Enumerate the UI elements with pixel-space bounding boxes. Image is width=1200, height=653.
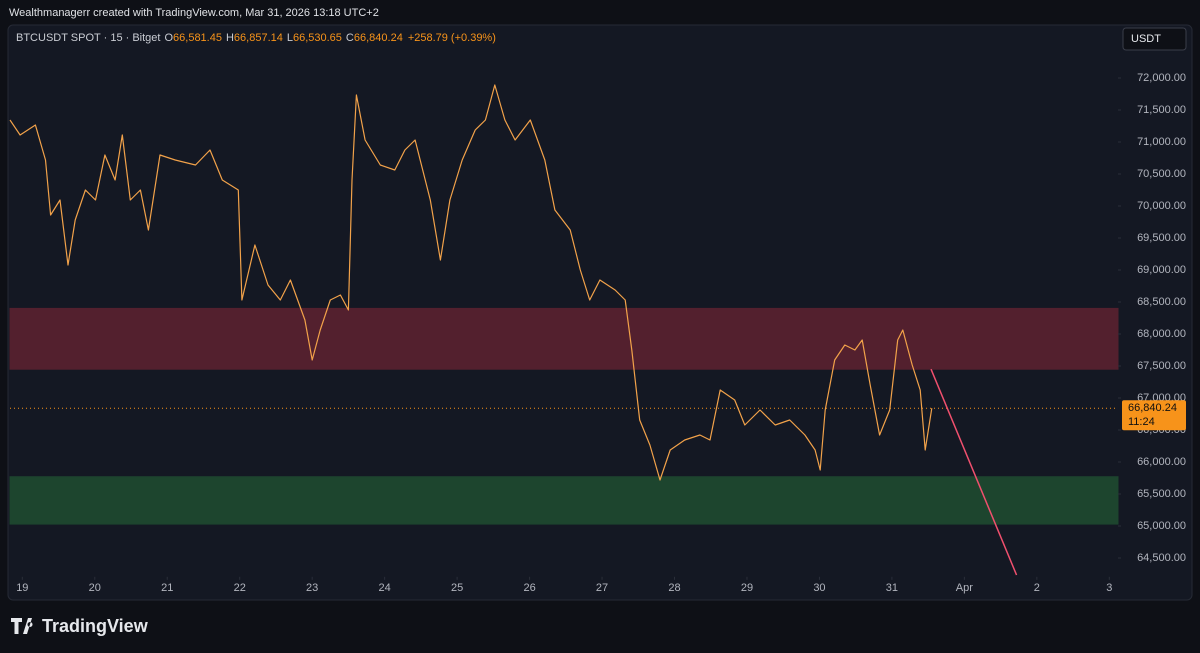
x-tick-label: 24 <box>379 582 391 594</box>
zone <box>9 476 1119 525</box>
x-tick-label: 20 <box>89 582 101 594</box>
ohlc-key: O <box>164 32 173 44</box>
brand: TradingView <box>42 616 149 636</box>
ohlc-value: 66,857.14 <box>234 32 283 44</box>
ohlc-key: H <box>226 32 234 44</box>
y-tick-label: 69,000.00 <box>1137 264 1186 276</box>
x-tick-label: 31 <box>886 582 898 594</box>
x-tick-label: 30 <box>813 582 825 594</box>
countdown: 11:24 <box>1128 416 1155 428</box>
x-tick-label: 29 <box>741 582 753 594</box>
zone <box>9 307 1119 370</box>
x-tick-label: 26 <box>523 582 535 594</box>
x-tick-label: 21 <box>161 582 173 594</box>
currency-label: USDT <box>1131 33 1161 45</box>
ohlc-value: 66,581.45 <box>173 32 222 44</box>
y-tick-label: 71,000.00 <box>1137 136 1186 148</box>
y-tick-label: 65,000.00 <box>1137 520 1186 532</box>
ohlc-value: 66,530.65 <box>293 32 342 44</box>
y-tick-label: 72,000.00 <box>1137 72 1186 84</box>
y-tick-label: 68,500.00 <box>1137 296 1186 308</box>
x-tick-label: 27 <box>596 582 608 594</box>
ohlc-value: 66,840.24 <box>354 32 403 44</box>
price-line <box>9 84 933 481</box>
x-tick-label: 2 <box>1034 582 1040 594</box>
y-tick-label: 71,500.00 <box>1137 104 1186 116</box>
y-tick-label: 70,500.00 <box>1137 168 1186 180</box>
logo-icon <box>11 618 33 634</box>
x-tick-label: 25 <box>451 582 463 594</box>
x-tick-label: Apr <box>956 582 973 594</box>
change: +258.79 (+0.39%) <box>408 32 496 44</box>
ohlc-key: C <box>346 32 354 44</box>
y-tick-label: 68,000.00 <box>1137 328 1186 340</box>
legend-row: BTCUSDT SPOT · 15 · Bitget O66,581.45 H66,… <box>16 32 496 44</box>
x-tick-label: 23 <box>306 582 318 594</box>
attribution: Wealthmanagerr created with TradingView.… <box>9 7 379 19</box>
x-tick-label: 3 <box>1106 582 1112 594</box>
last-price-box <box>1122 400 1186 431</box>
y-tick-label: 69,500.00 <box>1137 232 1186 244</box>
footer-logo: TradingView <box>11 616 149 636</box>
currency-button[interactable] <box>1122 27 1187 51</box>
symbol: BTCUSDT SPOT · 15 · Bitget <box>16 32 160 44</box>
x-tick-label: 28 <box>668 582 680 594</box>
y-tick-label: 65,500.00 <box>1137 488 1186 500</box>
y-tick-label: 64,500.00 <box>1137 552 1186 564</box>
y-tick-label: 70,000.00 <box>1137 200 1186 212</box>
y-tick-label: 66,000.00 <box>1137 456 1186 468</box>
y-tick-label: 67,500.00 <box>1137 360 1186 372</box>
trend-line <box>930 368 1018 576</box>
ohlc-key: L <box>287 32 293 44</box>
x-tick-label: 19 <box>16 582 28 594</box>
last-price-label: 66,840.24 <box>1128 402 1177 414</box>
x-tick-label: 22 <box>234 582 246 594</box>
